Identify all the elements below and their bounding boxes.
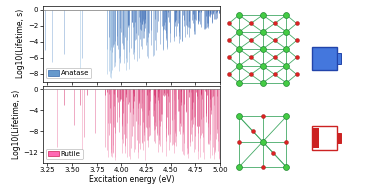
Legend: Anatase: Anatase (46, 68, 91, 78)
Point (260, 30, 266, 33)
Point (272, 39, 278, 42)
Point (260, 47, 266, 50)
Point (236, 64, 242, 67)
Point (248, 73, 254, 76)
Bar (312, 128, 319, 148)
Point (294, 39, 300, 42)
Bar (312, 47, 337, 70)
Point (226, 39, 232, 42)
Point (260, 166, 266, 169)
Point (260, 13, 266, 16)
Y-axis label: Log10(Lifetime, s): Log10(Lifetime, s) (16, 9, 25, 78)
Point (236, 47, 242, 50)
Y-axis label: Log10(Lifetime, s): Log10(Lifetime, s) (12, 90, 21, 159)
X-axis label: Excitation energy (eV): Excitation energy (eV) (88, 175, 174, 184)
Point (260, 115, 266, 118)
Point (283, 64, 289, 67)
Point (272, 56, 278, 59)
Point (248, 56, 254, 59)
Point (260, 64, 266, 67)
Bar (337, 132, 341, 143)
Point (248, 39, 254, 42)
Point (294, 56, 300, 59)
Point (249, 129, 255, 132)
Point (270, 151, 276, 154)
Point (260, 140, 266, 143)
Point (283, 115, 289, 118)
Point (236, 140, 242, 143)
Point (283, 13, 289, 16)
Bar (337, 53, 341, 64)
Point (226, 22, 232, 25)
Point (283, 30, 289, 33)
Point (226, 73, 232, 76)
Point (236, 30, 242, 33)
Point (283, 81, 289, 84)
Point (236, 81, 242, 84)
Point (226, 56, 232, 59)
Point (283, 140, 289, 143)
Point (248, 22, 254, 25)
Point (236, 166, 242, 169)
Legend: Rutile: Rutile (46, 149, 83, 159)
Point (294, 73, 300, 76)
Point (283, 166, 289, 169)
Bar (312, 126, 337, 149)
Point (272, 73, 278, 76)
Point (236, 13, 242, 16)
Point (283, 47, 289, 50)
Point (236, 115, 242, 118)
Point (260, 81, 266, 84)
Point (294, 22, 300, 25)
Point (272, 22, 278, 25)
